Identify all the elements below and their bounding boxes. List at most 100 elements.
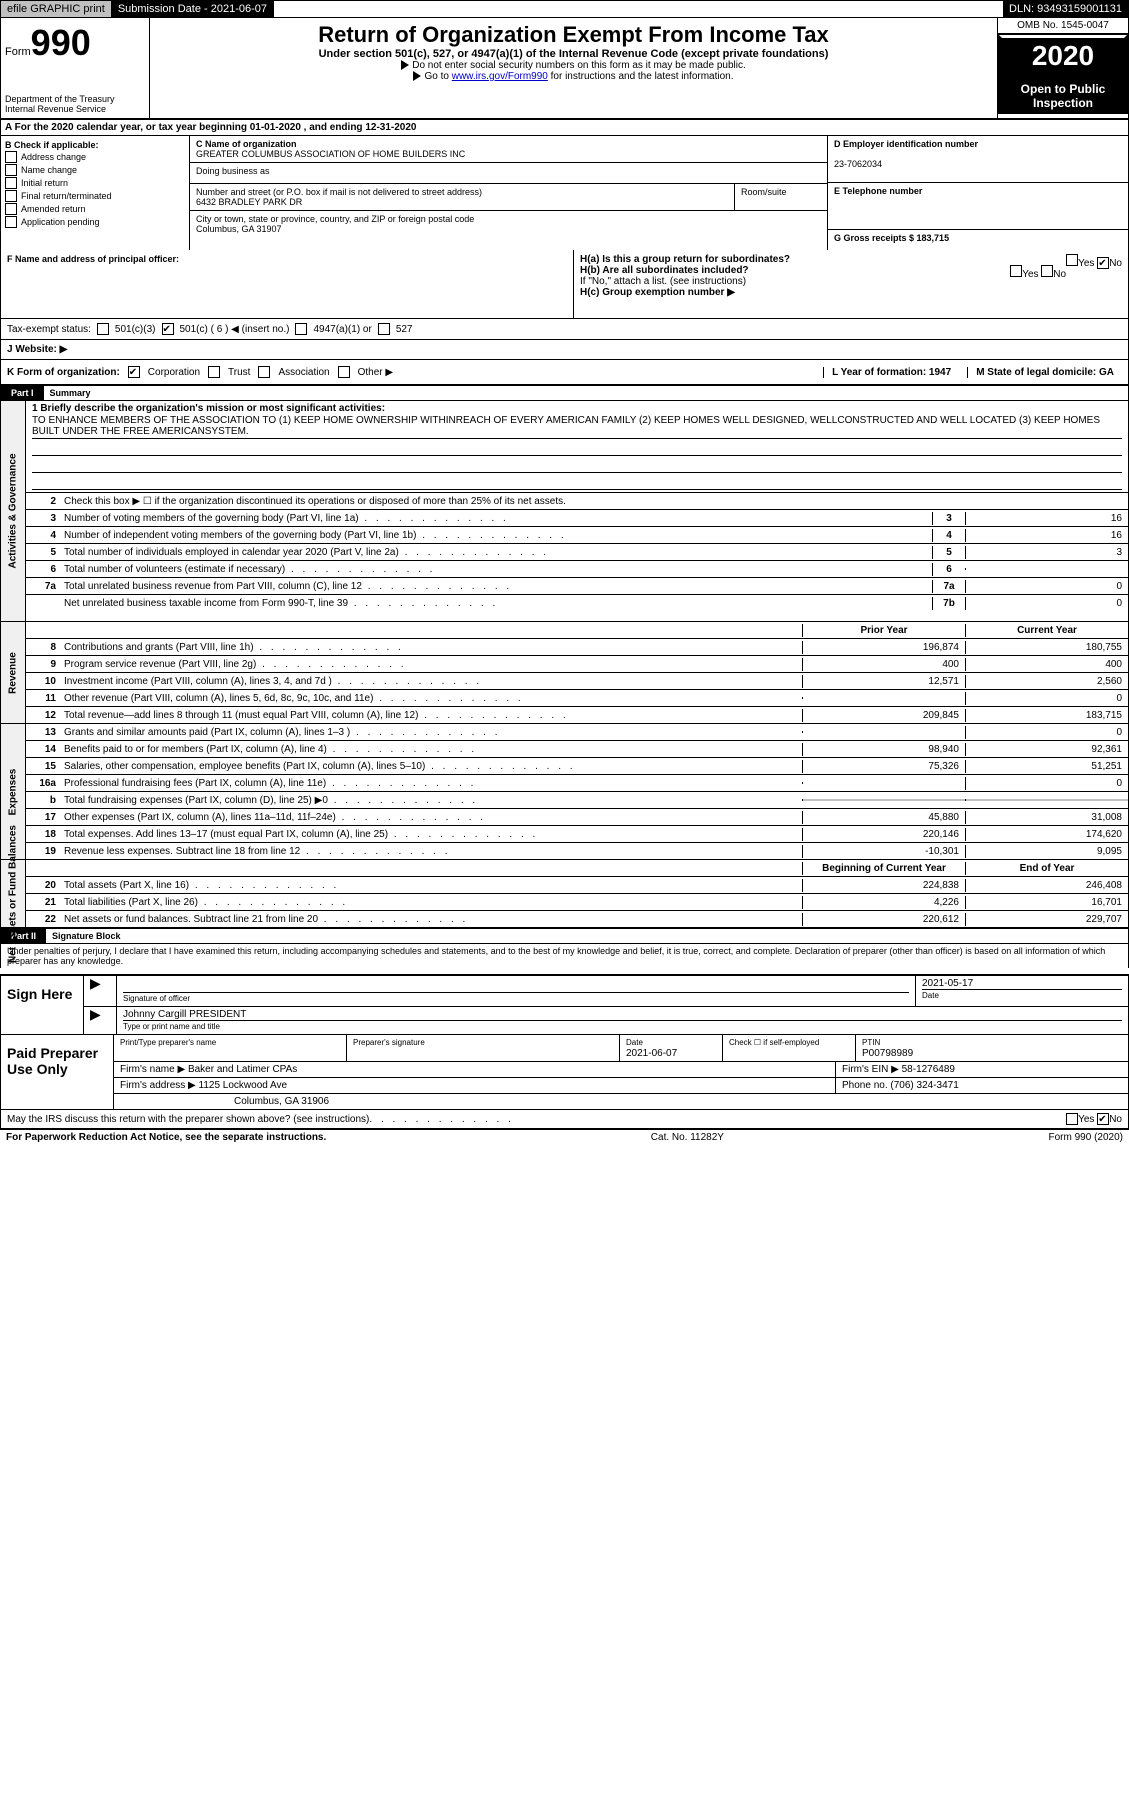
- arrow-icon: [401, 60, 409, 70]
- room-label: Room/suite: [741, 187, 787, 197]
- current-year-val: 400: [965, 658, 1128, 671]
- vtab-revenue: Revenue: [8, 652, 19, 694]
- line-desc: Benefits paid to or for members (Part IX…: [60, 743, 802, 756]
- taxex-c: 4947(a)(1) or: [313, 324, 371, 335]
- line-desc: Check this box ▶ ☐ if the organization d…: [60, 495, 1128, 508]
- checkbox-pending[interactable]: [5, 216, 17, 228]
- dba-label: Doing business as: [196, 166, 270, 176]
- current-year-val: [965, 799, 1128, 801]
- current-year-val: 9,095: [965, 845, 1128, 858]
- line-num: 7a: [26, 580, 60, 593]
- check-label: Amended return: [21, 204, 86, 214]
- form-number: 990: [31, 22, 91, 63]
- line-num: 19: [26, 845, 60, 858]
- street-label: Number and street (or P.O. box if mail i…: [196, 187, 482, 197]
- line-cellnum: 3: [932, 512, 965, 525]
- line-desc: Grants and similar amounts paid (Part IX…: [60, 726, 802, 739]
- street-value: 6432 BRADLEY PARK DR: [196, 197, 302, 207]
- line-num: 18: [26, 828, 60, 841]
- line-num: 15: [26, 760, 60, 773]
- line-num: 10: [26, 675, 60, 688]
- gross-receipts: G Gross receipts $ 183,715: [834, 233, 949, 243]
- firm-addr2: Columbus, GA 31906: [234, 1096, 329, 1107]
- goto-pre: Go to: [424, 71, 451, 82]
- checkbox-initial[interactable]: [5, 177, 17, 189]
- prior-year-val: 4,226: [802, 896, 965, 909]
- sign-here-label: Sign Here: [1, 976, 84, 1034]
- arrow-icon: [413, 71, 421, 81]
- dln-label: DLN: 93493159001131: [1003, 1, 1128, 17]
- ein-label: D Employer identification number: [834, 139, 978, 149]
- discuss-no-box[interactable]: [1097, 1113, 1109, 1125]
- k-assoc-box[interactable]: [258, 366, 270, 378]
- name-label: C Name of organization: [196, 139, 297, 149]
- line-desc: Other expenses (Part IX, column (A), lin…: [60, 811, 802, 824]
- ha-yes-box[interactable]: [1066, 254, 1078, 266]
- ptin-label: PTIN: [862, 1038, 880, 1047]
- mission-q: 1 Briefly describe the organization's mi…: [32, 403, 385, 414]
- irs-link[interactable]: www.irs.gov/Form990: [452, 71, 548, 82]
- goto-post: for instructions and the latest informat…: [548, 71, 734, 82]
- current-year-val: 246,408: [965, 879, 1128, 892]
- line-num: 20: [26, 879, 60, 892]
- sig-date: 2021-05-17: [922, 978, 1122, 990]
- efile-label[interactable]: efile GRAPHIC print: [1, 1, 112, 17]
- line-desc: Number of voting members of the governin…: [60, 512, 932, 525]
- hb-yes-box[interactable]: [1010, 265, 1022, 277]
- firm-phone-label: Phone no.: [842, 1080, 888, 1091]
- discuss-label: May the IRS discuss this return with the…: [7, 1114, 369, 1125]
- prior-year-val: [802, 799, 965, 801]
- line-num: 5: [26, 546, 60, 559]
- m-state: M State of legal domicile: GA: [976, 367, 1114, 378]
- k-corp-box[interactable]: [128, 366, 140, 378]
- ha-no-box[interactable]: [1097, 257, 1109, 269]
- begin-year-header: Beginning of Current Year: [802, 862, 965, 875]
- checkbox-final[interactable]: [5, 190, 17, 202]
- line-desc: Net unrelated business taxable income fr…: [60, 597, 932, 610]
- check-label: Name change: [21, 165, 77, 175]
- paid-preparer-label: Paid Preparer Use Only: [1, 1035, 114, 1109]
- prep-date: 2021-06-07: [626, 1048, 677, 1059]
- line-desc: Total number of volunteers (estimate if …: [60, 563, 932, 576]
- yes-label: Yes: [1022, 269, 1038, 280]
- current-year-val: 31,008: [965, 811, 1128, 824]
- prior-year-val: 400: [802, 658, 965, 671]
- sig-officer-label: Signature of officer: [123, 994, 190, 1003]
- current-year-val: 0: [965, 726, 1128, 739]
- no-label: No: [1053, 269, 1066, 280]
- checkbox-address[interactable]: [5, 151, 17, 163]
- line-desc: Professional fundraising fees (Part IX, …: [60, 777, 802, 790]
- line-desc: Number of independent voting members of …: [60, 529, 932, 542]
- taxex-501c-box[interactable]: [162, 323, 174, 335]
- no-label: No: [1109, 1114, 1122, 1125]
- prior-year-val: [802, 782, 965, 784]
- line-cellnum: 7a: [932, 580, 965, 593]
- taxex-4947-box[interactable]: [295, 323, 307, 335]
- checkbox-name[interactable]: [5, 164, 17, 176]
- current-year-val: 51,251: [965, 760, 1128, 773]
- l-year: L Year of formation: 1947: [832, 367, 951, 378]
- line-val: [965, 568, 1128, 570]
- discuss-yes-box[interactable]: [1066, 1113, 1078, 1125]
- footer-mid: Cat. No. 11282Y: [651, 1132, 724, 1143]
- hb-no-box[interactable]: [1041, 265, 1053, 277]
- checkbox-amended[interactable]: [5, 203, 17, 215]
- taxex-501c3-box[interactable]: [97, 323, 109, 335]
- prep-check-label: Check ☐ if self-employed: [729, 1038, 819, 1047]
- k-other: Other ▶: [358, 367, 393, 378]
- line-num: 9: [26, 658, 60, 671]
- ha-label: H(a) Is this a group return for subordin…: [580, 254, 790, 265]
- prior-year-val: 209,845: [802, 709, 965, 722]
- k-trust-box[interactable]: [208, 366, 220, 378]
- prior-year-val: [802, 731, 965, 733]
- prior-year-val: -10,301: [802, 845, 965, 858]
- prep-date-label: Date: [626, 1038, 643, 1047]
- current-year-header: Current Year: [965, 624, 1128, 637]
- line-desc: Other revenue (Part VIII, column (A), li…: [60, 692, 802, 705]
- k-other-box[interactable]: [338, 366, 350, 378]
- vtab-expenses: Expenses: [8, 768, 19, 815]
- k-trust: Trust: [228, 367, 250, 378]
- taxex-527-box[interactable]: [378, 323, 390, 335]
- line-val: 16: [965, 529, 1128, 542]
- line-val: 3: [965, 546, 1128, 559]
